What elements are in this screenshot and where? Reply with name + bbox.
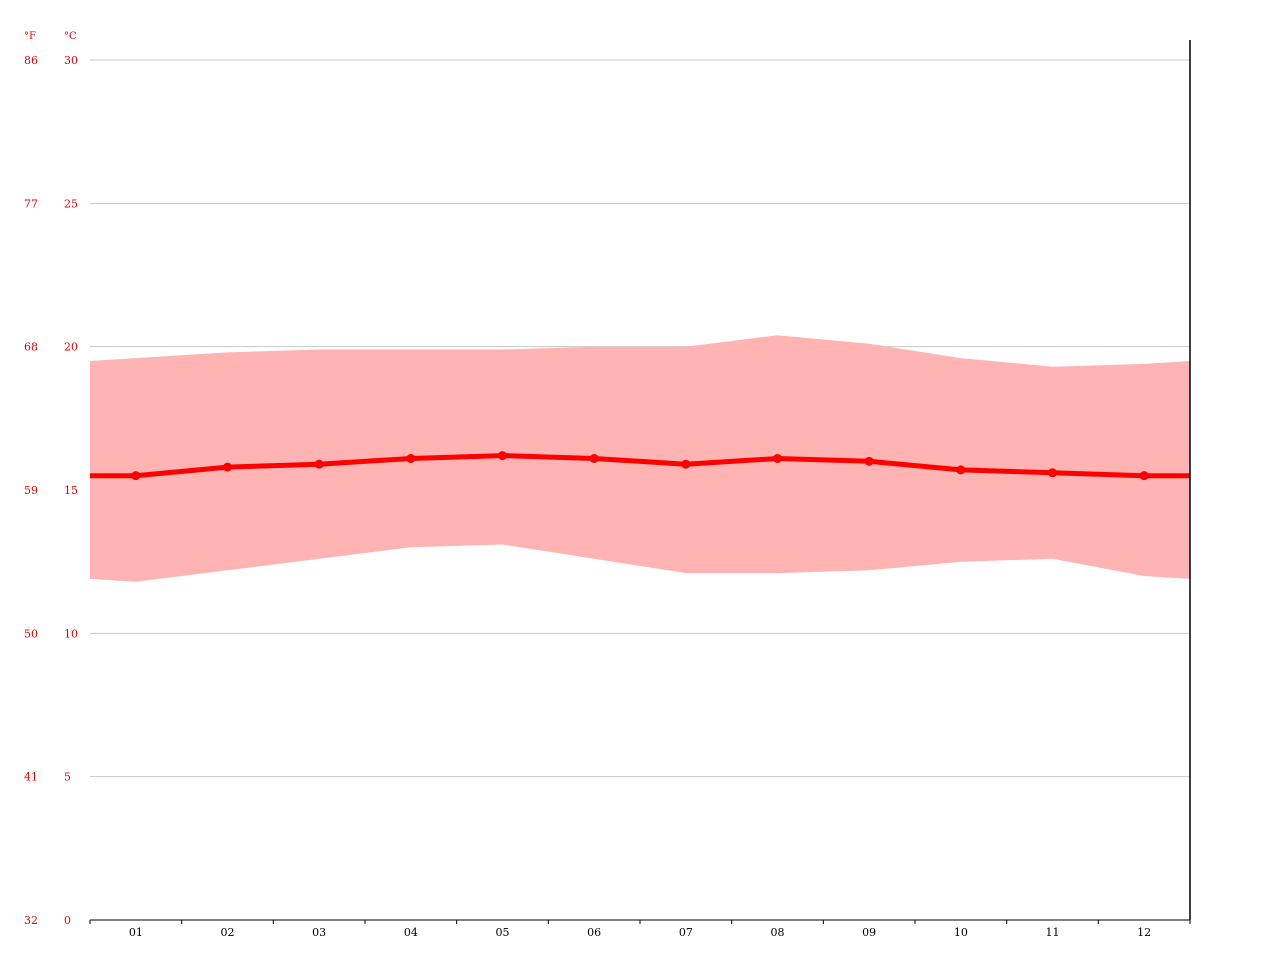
x-axis-labels: 01 02 03 04 05 06 07 08 09 10 11 12 — [129, 926, 1151, 939]
x-tick-label-11: 11 — [1046, 926, 1060, 939]
x-tick-label-10: 10 — [954, 926, 968, 939]
x-tick-label-06: 06 — [587, 926, 601, 939]
average-point-11 — [1048, 468, 1057, 478]
average-point-02 — [223, 462, 232, 472]
x-tick-label-12: 12 — [1137, 926, 1151, 939]
celsius-tick-label: 10 — [64, 627, 78, 640]
average-point-09 — [864, 456, 874, 466]
x-tick-label-04: 04 — [404, 926, 418, 939]
celsius-tick-label: 30 — [64, 54, 78, 67]
fahrenheit-unit-label: °F — [24, 31, 36, 42]
average-point-03 — [314, 459, 324, 469]
average-point-10 — [956, 465, 966, 475]
average-line — [90, 453, 1190, 479]
average-point-06 — [589, 453, 599, 463]
x-tick-label-05: 05 — [496, 926, 510, 939]
average-point-07 — [681, 459, 691, 469]
temperature-range-band — [90, 335, 1190, 582]
x-tick-label-03: 03 — [312, 926, 326, 939]
celsius-tick-label: 15 — [64, 484, 78, 497]
average-point-01 — [131, 471, 141, 481]
x-tick-label-07: 07 — [679, 926, 693, 939]
x-tick-label-02: 02 — [221, 926, 235, 939]
x-tick-label-01: 01 — [129, 926, 143, 939]
celsius-tick-label: 20 — [64, 341, 78, 354]
x-tick-label-08: 08 — [771, 926, 785, 939]
axes — [89, 40, 1191, 924]
celsius-tick-label: 0 — [64, 914, 71, 927]
fahrenheit-tick-label: 50 — [24, 627, 38, 640]
fahrenheit-tick-label: 41 — [24, 771, 38, 784]
fahrenheit-tick-label: 68 — [24, 341, 38, 354]
celsius-tick-label: 5 — [64, 771, 71, 784]
average-point-05 — [498, 451, 507, 461]
average-point-12 — [1139, 471, 1149, 481]
x-tick-label-09: 09 — [862, 926, 876, 939]
y-axis-labels: °F °C 32 0 41 5 50 10 59 15 68 20 77 25 86 30 — [24, 31, 78, 927]
average-point-08 — [773, 453, 782, 463]
average-temperature-line — [90, 451, 1190, 481]
celsius-unit-label: °C — [64, 31, 77, 42]
temperature-range-area — [90, 335, 1190, 582]
celsius-tick-label: 25 — [64, 197, 78, 210]
fahrenheit-tick-label: 59 — [24, 484, 38, 497]
fahrenheit-tick-label: 77 — [24, 197, 38, 210]
fahrenheit-tick-label: 32 — [24, 914, 38, 927]
fahrenheit-tick-label: 86 — [24, 54, 38, 67]
average-point-04 — [406, 453, 416, 463]
